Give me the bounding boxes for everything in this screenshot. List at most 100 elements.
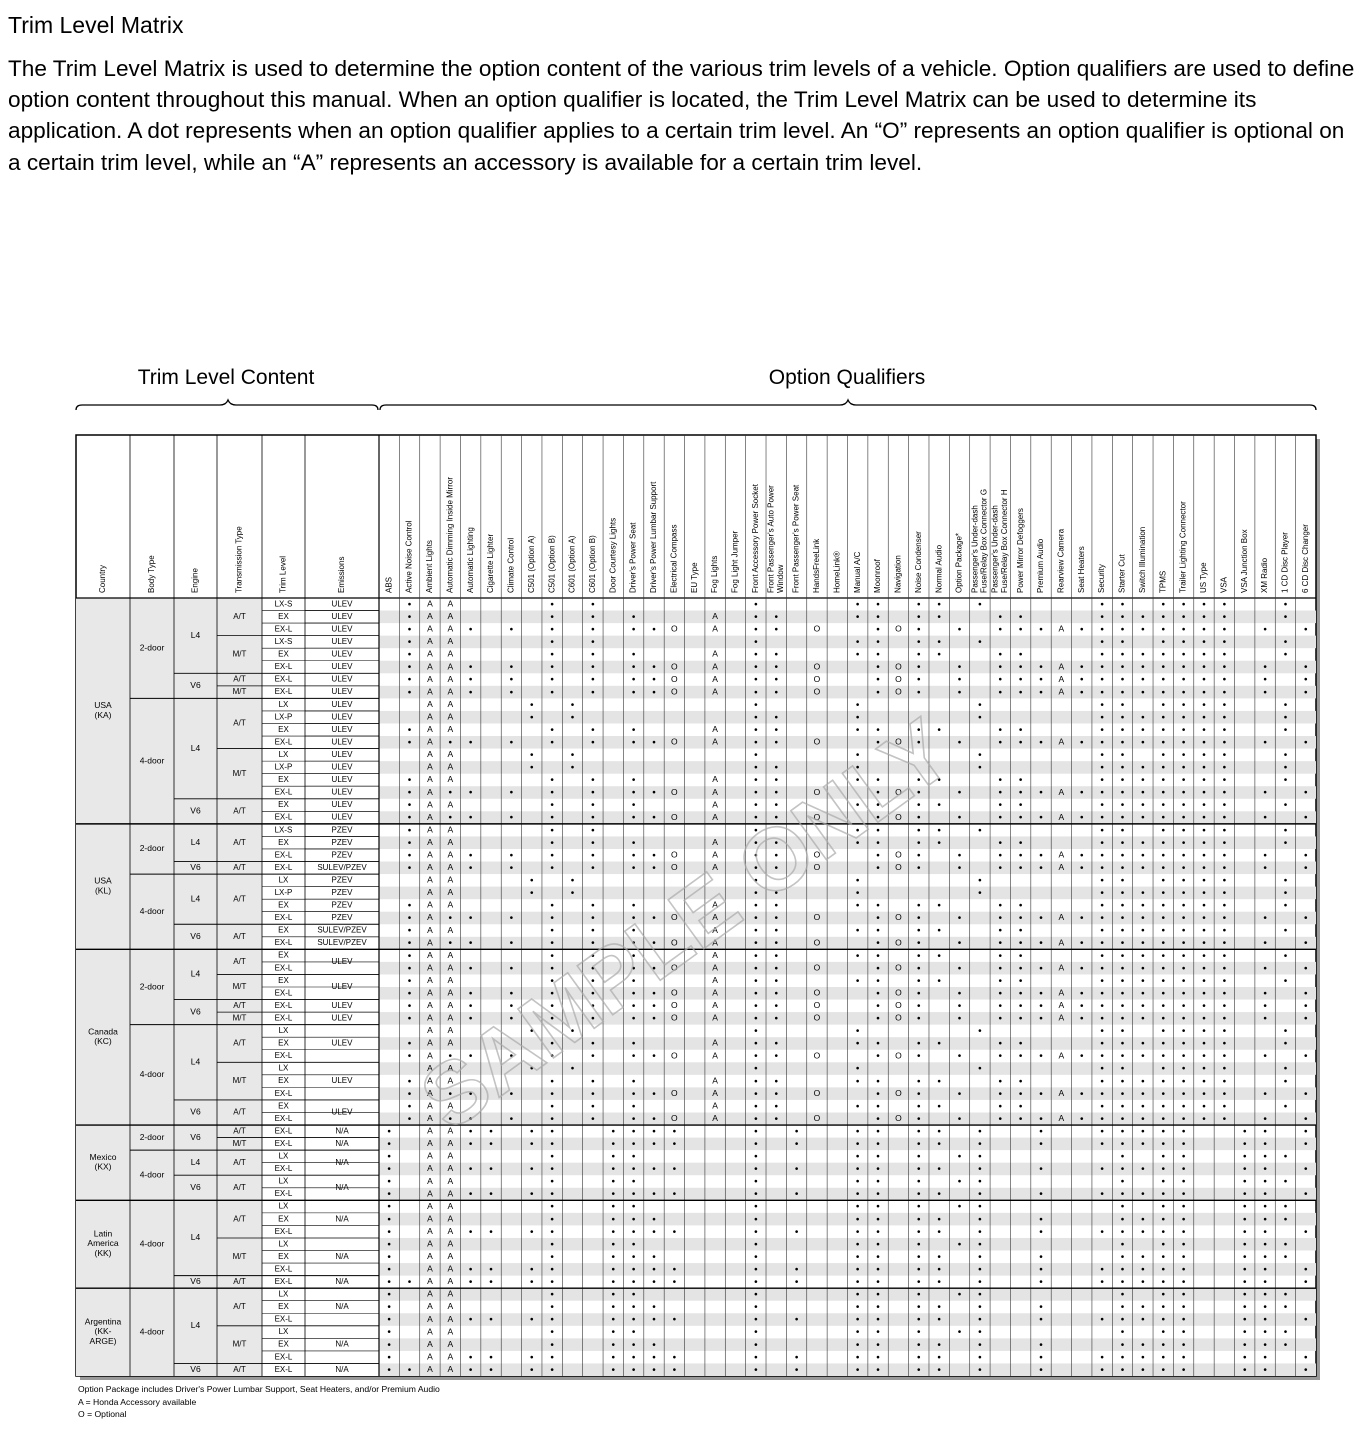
qualifier-mark: A	[712, 900, 718, 910]
qualifier-mark: •	[917, 1302, 921, 1313]
qualifier-mark: •	[673, 1126, 677, 1137]
qualifier-mark: •	[876, 1327, 880, 1338]
qualifier-mark: •	[1304, 988, 1308, 999]
qualifier-mark: •	[550, 951, 554, 962]
qualifier-mark: •	[1121, 1164, 1125, 1175]
qualifier-mark: A	[447, 624, 453, 634]
qualifier-mark: •	[632, 1126, 636, 1137]
qualifier-mark: •	[632, 1139, 636, 1150]
qualifier-mark: •	[1284, 1302, 1288, 1313]
qualifier-mark: A	[447, 875, 453, 885]
qualifier-mark: •	[999, 1051, 1003, 1062]
qualifier-mark: •	[1182, 800, 1186, 811]
qualifier-mark: •	[632, 1177, 636, 1188]
qualifier-mark: •	[632, 1327, 636, 1338]
qualifier-mark: A	[447, 674, 453, 684]
country: Argentina (KK-ARGE)	[85, 1317, 122, 1347]
emissions: ULEV	[332, 637, 354, 646]
qualifier-mark: •	[917, 599, 921, 610]
qualifier-mark: •	[1284, 951, 1288, 962]
trim-level: EX-L	[275, 1013, 293, 1022]
qualifier-mark: •	[1121, 1064, 1125, 1075]
qualifier-mark: •	[917, 1189, 921, 1200]
footnote: O = Optional	[78, 1409, 127, 1420]
qualifier-mark: A	[427, 749, 433, 759]
qualifier-mark: •	[1182, 1064, 1186, 1075]
qualifier-mark: •	[1182, 625, 1186, 636]
qualifier-header: Premium Audio	[1036, 538, 1045, 593]
qualifier-mark: •	[1100, 687, 1104, 698]
qualifier-mark: A	[712, 799, 718, 809]
qualifier-mark: •	[1121, 1026, 1125, 1037]
qualifier-mark: •	[469, 938, 473, 949]
qualifier-mark: •	[673, 1164, 677, 1175]
qualifier-mark: •	[1182, 675, 1186, 686]
qualifier-mark: •	[1121, 712, 1125, 723]
qualifier-mark: •	[999, 913, 1003, 924]
qualifier-mark: •	[917, 775, 921, 786]
qualifier-mark: •	[1161, 976, 1165, 987]
qualifier-mark: •	[1223, 1114, 1227, 1125]
qualifier-mark: •	[937, 1076, 941, 1087]
qualifier-mark: •	[856, 1202, 860, 1213]
qualifier-mark: A	[427, 624, 433, 634]
qualifier-mark: •	[1202, 775, 1206, 786]
qualifier-mark: •	[937, 1189, 941, 1200]
qualifier-mark: A	[447, 1176, 453, 1186]
trim-level: EX-L	[275, 1114, 293, 1123]
qualifier-mark: •	[591, 637, 595, 648]
transmission: A/T	[233, 1183, 246, 1192]
qualifier-mark: •	[1263, 788, 1267, 799]
qualifier-mark: •	[958, 737, 962, 748]
qualifier-mark: •	[774, 800, 778, 811]
qualifier-mark: •	[510, 1001, 514, 1012]
qualifier-mark: •	[1263, 1365, 1267, 1376]
qualifier-mark: •	[999, 1114, 1003, 1125]
qualifier-mark: •	[999, 976, 1003, 987]
qualifier-mark: •	[632, 926, 636, 937]
qualifier-mark: A	[1059, 737, 1065, 747]
engine: V6	[190, 680, 201, 690]
qualifier-mark: •	[1182, 1302, 1186, 1313]
qualifier-mark: A	[712, 1000, 718, 1010]
qualifier-mark: •	[754, 1264, 758, 1275]
qualifier-mark: •	[469, 813, 473, 824]
qualifier-mark: •	[510, 963, 514, 974]
qualifier-mark: •	[1202, 788, 1206, 799]
emissions: ULEV	[332, 662, 354, 671]
trim-level: LX	[279, 1152, 289, 1161]
engine: L4	[191, 837, 201, 847]
qualifier-mark: •	[978, 1177, 982, 1188]
qualifier-mark: •	[937, 1264, 941, 1275]
qualifier-mark: •	[632, 951, 636, 962]
qualifier-mark: A	[712, 1013, 718, 1023]
qualifier-mark: A	[427, 1289, 433, 1299]
qualifier-mark: •	[1141, 863, 1145, 874]
qualifier-mark: •	[611, 1214, 615, 1225]
qualifier-mark: A	[712, 1050, 718, 1060]
qualifier-mark: A	[427, 599, 433, 609]
trim-level: EX-L	[275, 938, 293, 947]
trim-level: LX	[279, 875, 289, 884]
trim-level: LX-S	[275, 637, 293, 646]
qualifier-mark: •	[917, 813, 921, 824]
qualifier-header: Door Courtesy Lights	[608, 518, 617, 593]
qualifier-mark: •	[1100, 988, 1104, 999]
qualifier-mark: •	[1161, 650, 1165, 661]
qualifier-mark: A	[427, 699, 433, 709]
qualifier-mark: •	[774, 650, 778, 661]
qualifier-mark: A	[712, 1088, 718, 1098]
trim-level: EX	[278, 1340, 289, 1349]
qualifier-mark: •	[876, 1252, 880, 1263]
qualifier-mark: •	[774, 1014, 778, 1025]
qualifier-mark: •	[856, 1277, 860, 1288]
qualifier-mark: •	[856, 838, 860, 849]
country: Mexico (KX)	[90, 1152, 117, 1172]
qualifier-mark: •	[1182, 650, 1186, 661]
qualifier-mark: •	[1121, 1327, 1125, 1338]
qualifier-mark: A	[1059, 912, 1065, 922]
qualifier-mark: •	[917, 1352, 921, 1363]
body-type: 4-door	[140, 906, 165, 916]
qualifier-mark: •	[1161, 712, 1165, 723]
qualifier-mark: •	[469, 737, 473, 748]
